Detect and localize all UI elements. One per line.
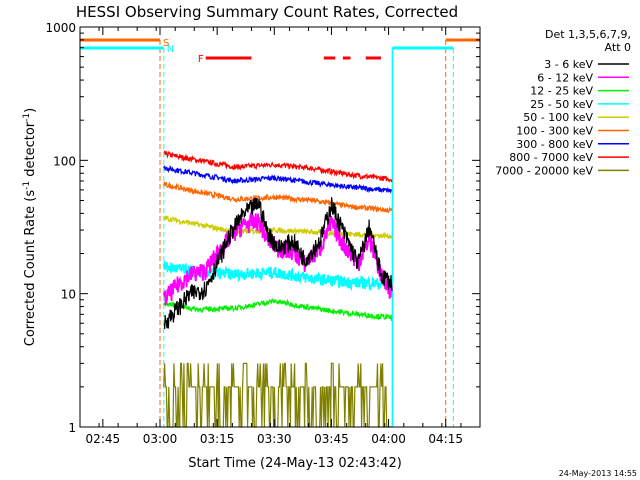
- x-tick-label-2: 03:15: [200, 432, 235, 446]
- plot-area: SN F: [80, 38, 480, 428]
- axes: 1 10 100 1000 02:45 03:00 03:15 03:30 03:45 04:00…: [45, 21, 481, 446]
- series-line-0: [163, 197, 393, 329]
- series-line-4: [163, 215, 393, 240]
- legend-title-line-1: Det 1,3,5,6,7,9,: [545, 28, 631, 41]
- legend-label-2: 12 - 25 keV: [530, 85, 593, 98]
- legend-label-1: 6 - 12 keV: [537, 71, 593, 84]
- series-line-2: [163, 297, 393, 322]
- y-tick-label-2: 100: [53, 154, 76, 168]
- x-tick-label-5: 04:00: [371, 432, 406, 446]
- legend-label-8: 7000 - 20000 keV: [495, 164, 593, 177]
- y-tick-label-1: 10: [61, 288, 76, 302]
- legend-title-line-2: Att 0: [605, 41, 631, 54]
- plot-frame: [79, 26, 481, 428]
- annotation-s: S: [163, 38, 169, 49]
- legend-label-3: 25 - 50 keV: [530, 98, 593, 111]
- x-tick-label-4: 03:45: [314, 432, 349, 446]
- generated-timestamp: 24-May-2013 14:55: [559, 469, 637, 478]
- legend-label-4: 50 - 100 keV: [523, 111, 593, 124]
- x-tick-label-3: 03:30: [257, 432, 292, 446]
- x-tick-label-0: 02:45: [86, 432, 121, 446]
- legend-label-5: 100 - 300 keV: [516, 125, 593, 138]
- x-axis-label: Start Time (24-May-13 02:43:42): [188, 456, 402, 471]
- y-axis-label: Corrected Count Rate (s-1 detector-1): [22, 108, 38, 346]
- annotation-f: F: [198, 54, 204, 65]
- annotation-n: N: [167, 44, 174, 55]
- series-line-6: [163, 165, 393, 195]
- legend-label-6: 300 - 800 keV: [516, 138, 593, 151]
- series-line-8: [163, 362, 392, 428]
- legend-label-7: 800 - 7000 keV: [509, 151, 593, 164]
- x-tick-label-6: 04:15: [428, 432, 463, 446]
- series-line-7: [163, 149, 393, 184]
- y-tick-label-0: 1: [68, 421, 76, 435]
- series-line-5: [163, 181, 393, 214]
- y-tick-label-3: 1000: [45, 21, 76, 35]
- x-tick-label-1: 03:00: [143, 432, 178, 446]
- chart-title: HESSI Observing Summary Count Rates, Cor…: [76, 3, 458, 21]
- legend-label-0: 3 - 6 keV: [544, 58, 593, 71]
